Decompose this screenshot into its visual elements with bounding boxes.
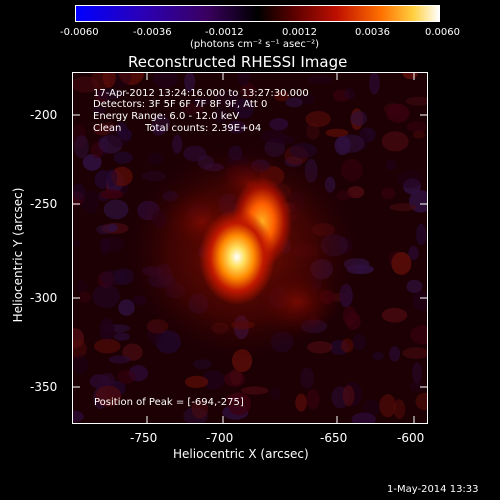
x-axis-label: Heliocentric X (arcsec) [173,447,309,461]
total-counts: Total counts: 2.39E+04 [145,123,262,134]
colorbar-tick-1: -0.0060 [60,27,99,38]
x-tick-3: -650 [320,431,348,445]
time-range: 17-Apr-2012 13:24:16.000 to 13:27:30.000 [93,88,309,99]
colorbar-tick-6: 0.0060 [425,27,460,38]
y-tick-3: -300 [30,291,58,305]
x-tick-2: -700 [206,431,234,445]
y-tick-1: -200 [30,108,58,122]
colorbar-tick-2: -0.0036 [133,27,172,38]
y-tick-4: -350 [30,380,58,394]
colorbar-tick-5: 0.0036 [355,27,390,38]
energy-range: Energy Range: 6.0 - 12.0 keV [93,111,240,122]
detectors: Detectors: 3F 5F 6F 7F 8F 9F, Att 0 [93,99,268,110]
colorbar-tick-3: -0.0012 [205,27,244,38]
image-area [72,72,428,424]
colorbar-tick-4: 0.0012 [282,27,317,38]
timestamp: 1-May-2014 13:33 [387,484,479,495]
colorbar [75,5,440,22]
algorithm: Clean [93,123,122,134]
colorbar-unit-label: (photons cm⁻² s⁻¹ asec⁻²) [190,39,320,50]
x-tick-4: -600 [397,431,425,445]
plot-title: Reconstructed RHESSI Image [128,53,348,71]
y-tick-2: -250 [30,197,58,211]
x-tick-1: -750 [130,431,158,445]
peak-position: Position of Peak = [-694,-275] [94,397,244,408]
y-axis-label: Heliocentric Y (arcsec) [11,187,25,323]
